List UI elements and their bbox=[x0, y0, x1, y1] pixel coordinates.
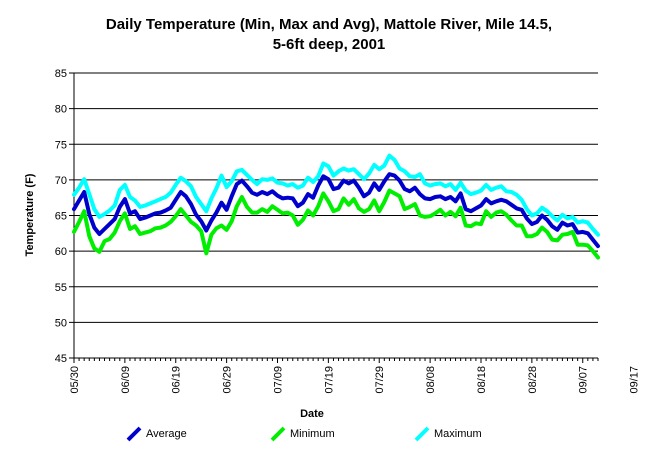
series-line-average bbox=[72, 172, 600, 249]
series-line-minimum bbox=[72, 188, 600, 260]
x-axis-label: Date bbox=[300, 408, 324, 420]
x-tick-label-11: 09/17 bbox=[629, 366, 641, 394]
y-tick-label-60: 60 bbox=[55, 246, 67, 258]
y-tick-label-55: 55 bbox=[55, 282, 67, 294]
x-tick-label-6: 07/29 bbox=[374, 366, 386, 394]
y-tick-label-75: 75 bbox=[55, 139, 67, 151]
y-tick-label-50: 50 bbox=[55, 317, 67, 329]
chart-title-line-2: 5-6ft deep, 2001 bbox=[272, 36, 386, 53]
legend-item-average: Average bbox=[126, 426, 187, 442]
x-tick-label-1: 06/09 bbox=[120, 366, 132, 394]
x-tick-label-3: 06/29 bbox=[222, 366, 234, 394]
x-tick-label-4: 07/09 bbox=[272, 366, 284, 394]
chart-title-line-1: Daily Temperature (Min, Max and Avg), Ma… bbox=[105, 16, 553, 33]
x-tick-label-8: 08/18 bbox=[476, 366, 488, 394]
x-tick-label-10: 09/07 bbox=[578, 366, 590, 394]
legend-item-maximum: Maximum bbox=[414, 426, 482, 442]
x-tick-label-7: 08/08 bbox=[425, 366, 437, 394]
y-tick-label-80: 80 bbox=[55, 104, 67, 116]
x-tick-label-9: 08/28 bbox=[527, 366, 539, 394]
y-axis-label: Temperature (F) bbox=[24, 173, 36, 257]
legend-item-minimum: Minimum bbox=[270, 426, 335, 442]
x-tick-label-5: 07/19 bbox=[323, 366, 335, 394]
legend: Average Minimum Maximum bbox=[0, 426, 658, 446]
y-tick-label-85: 85 bbox=[55, 68, 67, 80]
x-tick-label-0: 05/30 bbox=[69, 366, 81, 394]
legend-swatch-average bbox=[126, 426, 142, 442]
legend-swatch-minimum bbox=[270, 426, 286, 442]
legend-label-minimum: Minimum bbox=[290, 428, 335, 440]
y-tick-label-65: 65 bbox=[55, 211, 67, 223]
series-line-maximum bbox=[72, 153, 600, 237]
legend-label-maximum: Maximum bbox=[434, 428, 482, 440]
x-tick-label-2: 06/19 bbox=[171, 366, 183, 394]
y-tick-label-70: 70 bbox=[55, 175, 67, 187]
legend-label-average: Average bbox=[146, 428, 187, 440]
legend-swatch-maximum bbox=[414, 426, 430, 442]
y-tick-label-45: 45 bbox=[55, 353, 67, 365]
